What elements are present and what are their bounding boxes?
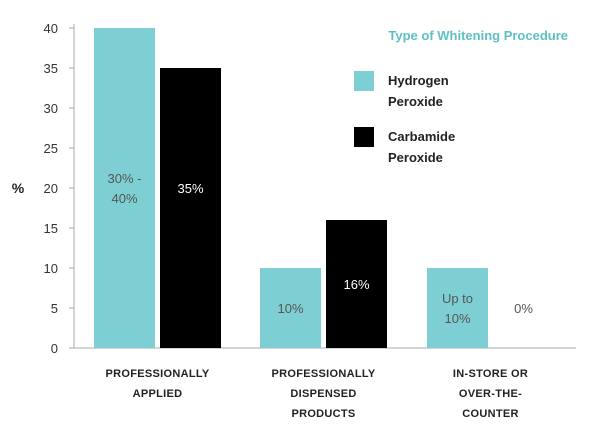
legend-swatch-hydrogen <box>354 71 374 91</box>
bar-carbamide-0 <box>160 68 221 348</box>
data-label-hydrogen-0: 30% - <box>108 171 142 186</box>
y-tick-label: 0 <box>51 341 58 356</box>
data-label-hydrogen-2: 10% <box>444 311 470 326</box>
legend-title: Type of Whitening Procedure <box>388 28 568 43</box>
x-category-label: PROFESSIONALLY <box>271 368 375 380</box>
bar-carbamide-1 <box>326 220 387 348</box>
y-tick-label: 5 <box>51 301 58 316</box>
y-tick-label: 10 <box>44 261 58 276</box>
x-category-label: DISPENSED <box>290 388 356 400</box>
legend-swatch-carbamide <box>354 127 374 147</box>
y-tick-label: 25 <box>44 141 58 156</box>
bar-hydrogen-1 <box>260 268 321 348</box>
x-category-label: APPLIED <box>133 388 183 400</box>
y-tick-label: 40 <box>44 21 58 36</box>
data-label-hydrogen-1: 10% <box>277 301 303 316</box>
y-tick-label: 15 <box>44 221 58 236</box>
x-category-label: PROFESSIONALLY <box>105 368 209 380</box>
bar-hydrogen-0 <box>94 28 155 348</box>
data-label-carbamide-2: 0% <box>514 301 533 316</box>
legend-label-carbamide: Carbamide <box>388 129 455 144</box>
y-tick-label: 20 <box>44 181 58 196</box>
x-category-label: OVER-THE- <box>459 388 522 400</box>
data-label-hydrogen-0: 40% <box>111 191 137 206</box>
legend-label-hydrogen: Hydrogen <box>388 73 449 88</box>
bar-hydrogen-2 <box>427 268 488 348</box>
x-category-label: IN-STORE OR <box>453 368 528 380</box>
y-tick-label: 35 <box>44 61 58 76</box>
legend-label-hydrogen: Peroxide <box>388 94 443 109</box>
x-category-label: PRODUCTS <box>291 408 355 420</box>
data-label-hydrogen-2: Up to <box>442 291 473 306</box>
x-category-label: COUNTER <box>462 408 519 420</box>
data-label-carbamide-1: 16% <box>343 277 369 292</box>
y-tick-label: 30 <box>44 101 58 116</box>
y-axis-label: % <box>12 180 25 196</box>
data-label-carbamide-0: 35% <box>177 181 203 196</box>
legend-label-carbamide: Peroxide <box>388 150 443 165</box>
